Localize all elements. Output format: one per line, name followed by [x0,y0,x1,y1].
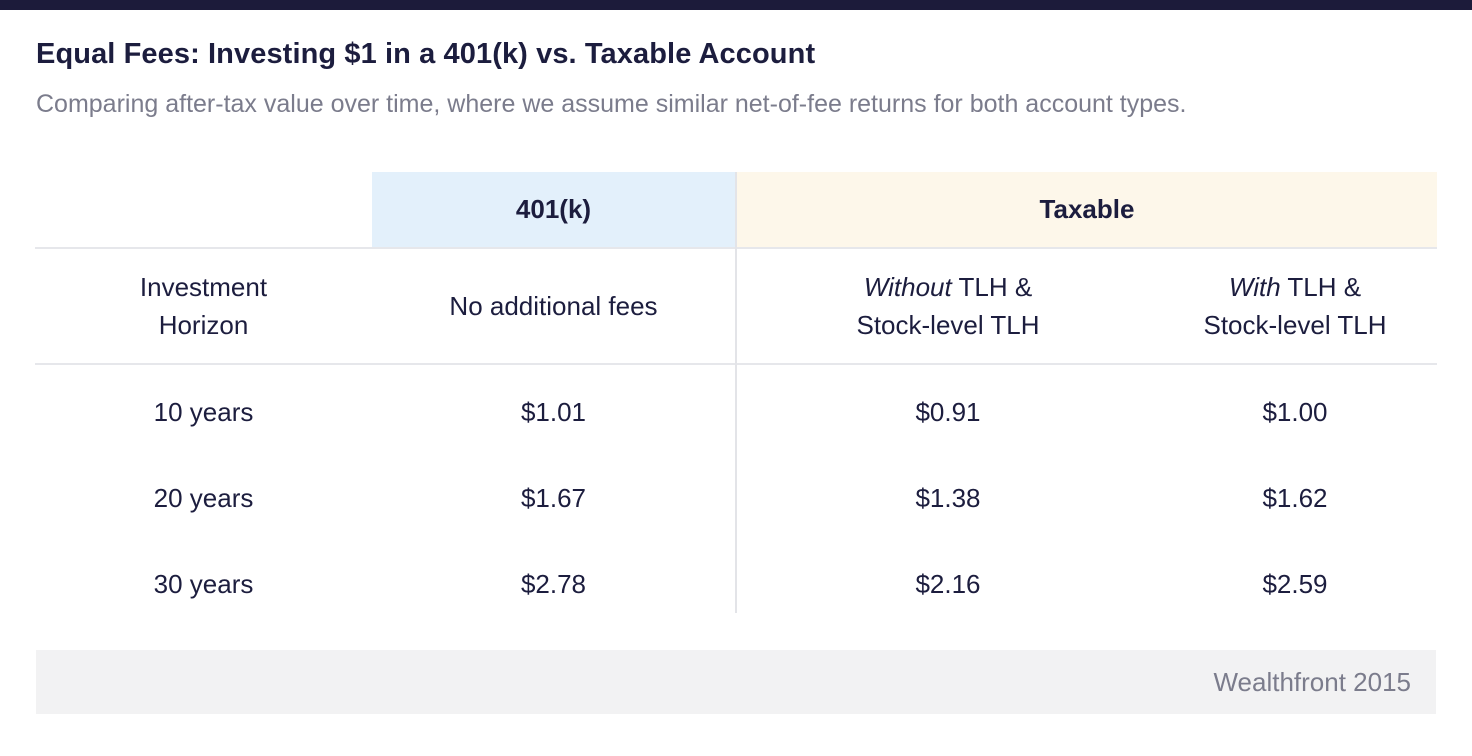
subheader-without-emphasis: Without [863,272,952,302]
comparison-table: 401(k) Taxable Investment Horizon No add… [35,172,1437,613]
cell-with-tlh-value: $2.59 [1262,569,1328,599]
cell-401k-value: $1.01 [520,397,587,427]
cell-401k-value: $2.78 [520,569,587,599]
cell-with-tlh-value: $1.62 [1262,483,1328,513]
cell-without-tlh-value: $1.38 [915,483,981,513]
subheader-with-line2: Stock-level TLH [1203,310,1387,340]
subheader-investment-horizon: Investment Horizon [35,249,372,363]
source-credit: Wealthfront 2015 [1213,666,1411,697]
subheader-without-tlh: Without TLH & Stock-level TLH [737,249,1159,363]
subheader-with-emphasis: With [1228,272,1281,302]
cell-horizon: 10 years [153,397,254,427]
subheader-with-tlh: With TLH & Stock-level TLH [1120,249,1470,363]
source-footer: Wealthfront 2015 [36,650,1436,714]
subheader-horizon-line2: Horizon [158,310,249,340]
subheader-horizon-line1: Investment [139,272,268,302]
cell-horizon: 20 years [153,483,254,513]
page-subtitle: Comparing after-tax value over time, whe… [36,90,1187,118]
column-divider [735,172,737,613]
subheader-no-additional-fees: No additional fees [449,291,658,321]
page-title: Equal Fees: Investing $1 in a 401(k) vs.… [36,38,816,70]
subheader-without-rest: TLH & [951,272,1033,302]
subheader-without-line2: Stock-level TLH [856,310,1040,340]
cell-horizon: 30 years [153,569,254,599]
cell-without-tlh-value: $2.16 [915,569,981,599]
top-accent-bar [0,0,1472,10]
group-header-taxable: Taxable [737,172,1437,247]
cell-without-tlh-value: $0.91 [915,397,981,427]
group-header-401k: 401(k) [372,172,735,247]
cell-401k-value: $1.67 [520,483,587,513]
subheader-with-rest: TLH & [1280,272,1362,302]
cell-with-tlh-value: $1.00 [1262,397,1328,427]
